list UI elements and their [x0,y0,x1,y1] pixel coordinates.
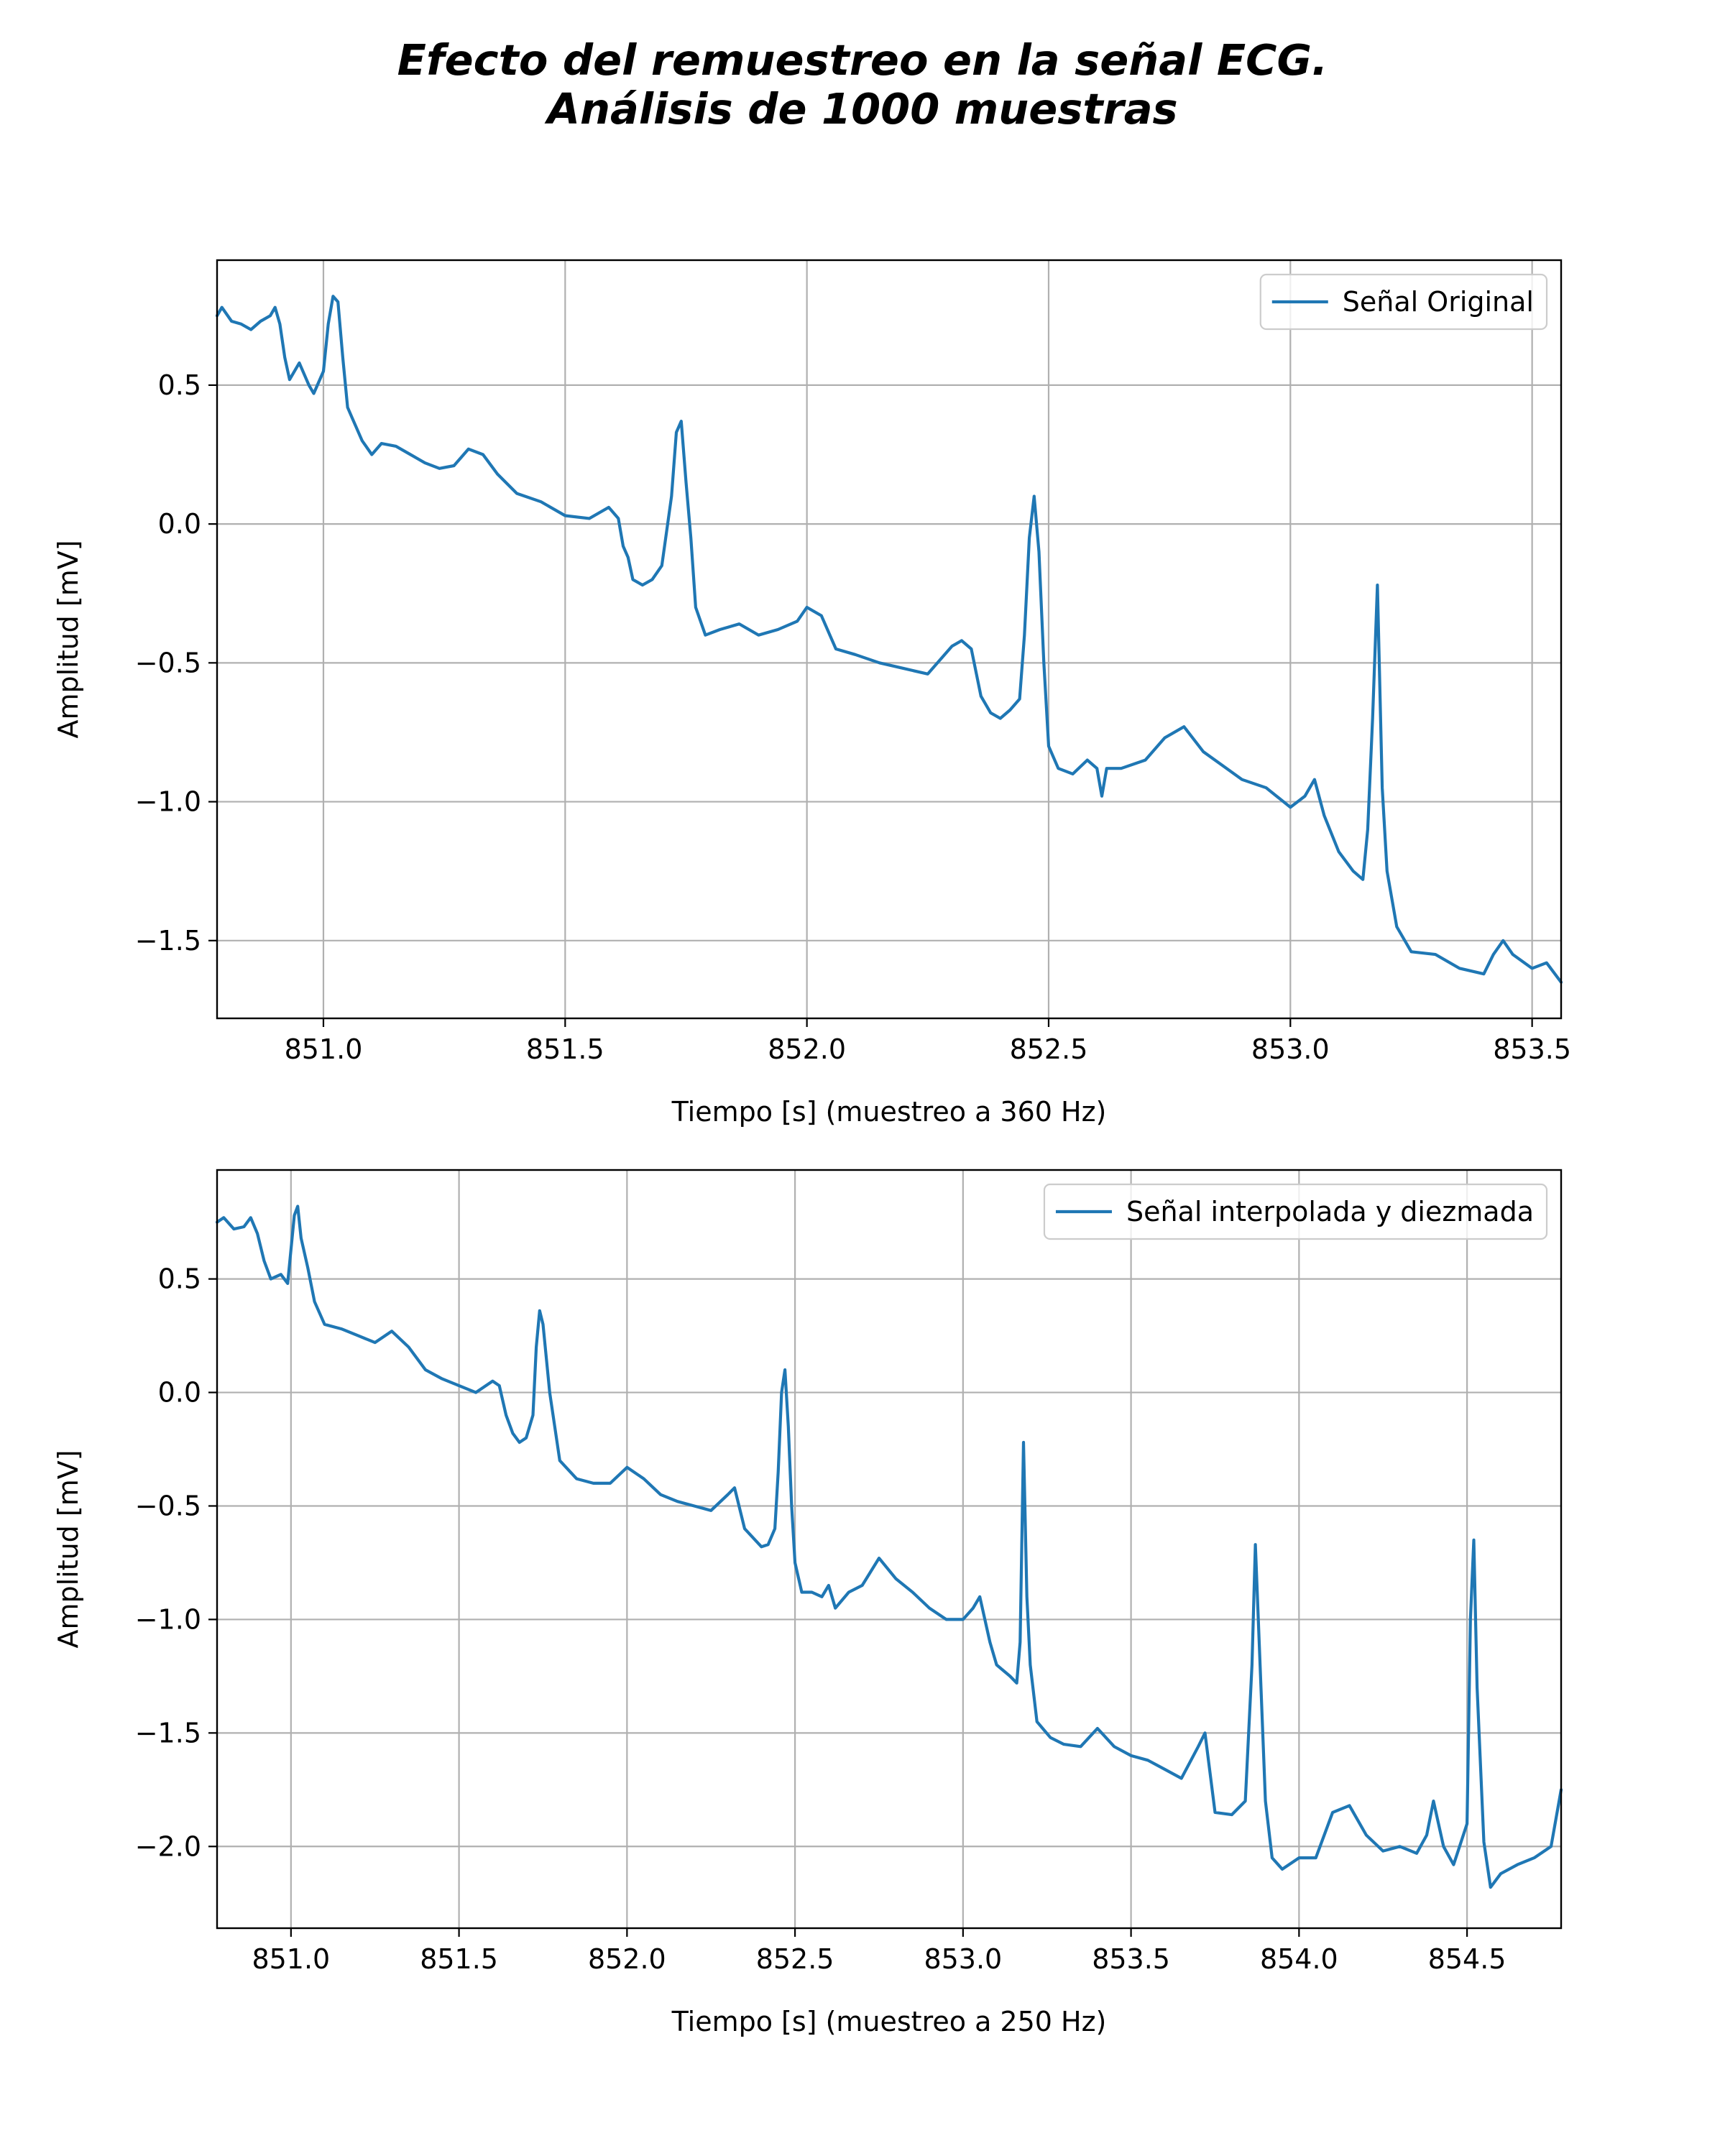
y-axis-label: Amplitud [mV] [52,1450,84,1648]
legend-label: Señal Original [1343,286,1534,318]
x-tick-label: 852.0 [588,1943,666,1975]
y-tick-label: −0.5 [135,647,201,678]
y-tick-label: −1.5 [135,925,201,957]
x-axis-label: Tiempo [s] (muestreo a 250 Hz) [671,2006,1107,2037]
y-tick-label: 0.5 [158,1263,201,1295]
bottom-plot: 851.0 851.5 852.0 852.5 853.0 853.5 854.0 854.5… [52,1169,1563,2037]
y-tick-label: −0.5 [135,1490,201,1521]
x-tick-label: 851.0 [285,1033,363,1065]
x-tick-label: 853.0 [924,1943,1002,1975]
legend-box [1043,1183,1548,1240]
x-tick-label: 853.5 [1493,1033,1571,1065]
x-tick-label: 854.5 [1428,1943,1506,1975]
x-tick-label: 852.0 [768,1033,846,1065]
y-tick-label: −1.0 [135,1603,201,1635]
y-axis-label: Amplitud [mV] [52,540,84,738]
figure-title-line-2: Análisis de 1000 muestras [544,84,1177,134]
x-axis-label: Tiempo [s] (muestreo a 360 Hz) [671,1096,1107,1128]
y-tick-label: 0.5 [158,369,201,401]
y-tick-label: 0.0 [158,508,201,540]
x-tick-label: 852.5 [1010,1033,1088,1065]
legend: Señal interpolada y diezmada [1043,1183,1548,1240]
x-tick-label: 851.5 [420,1943,498,1975]
x-tick-label: 851.0 [252,1943,330,1975]
plot-frame [216,259,1563,1020]
x-tick-label: 853.0 [1251,1033,1330,1065]
plot-frame [216,1169,1563,1930]
legend-box [1259,273,1548,331]
x-tick-label: 851.5 [526,1033,604,1065]
legend-label: Señal interpolada y diezmada [1126,1196,1534,1227]
y-tick-label: −1.5 [135,1717,201,1749]
series-line [215,295,1563,984]
x-tick-label: 853.5 [1092,1943,1170,1975]
x-tick-label: 854.0 [1260,1943,1338,1975]
x-tick-label: 852.5 [756,1943,834,1975]
legend: Señal Original [1259,273,1548,331]
figure-title-line-1: Efecto del remuestreo en la señal ECG. [397,35,1328,85]
series-line [215,1204,1563,1889]
y-tick-label: −2.0 [135,1830,201,1862]
y-tick-label: −1.0 [135,786,201,818]
top-plot: 851.0 851.5 852.0 852.5 853.0 853.5 0.5 0.0 −0.5… [52,259,1571,1128]
y-tick-label: 0.0 [158,1377,201,1409]
